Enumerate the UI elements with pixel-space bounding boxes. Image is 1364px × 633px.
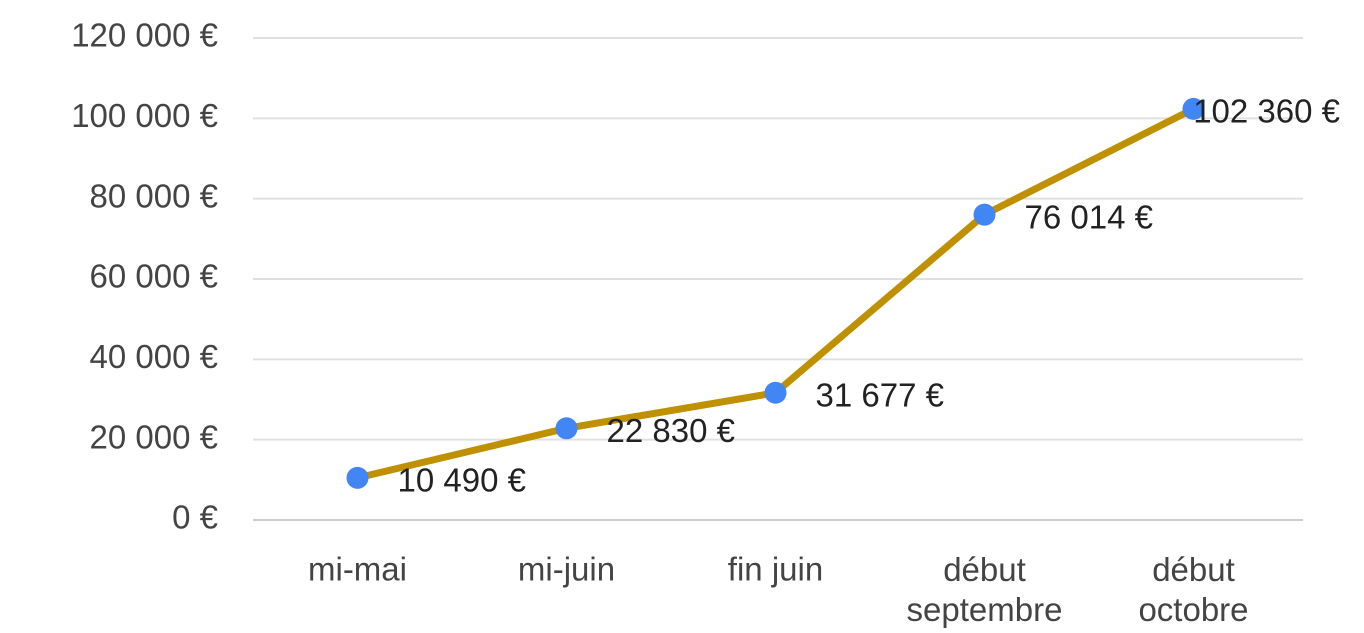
x-tick-label: début septembre — [907, 551, 1063, 628]
point — [764, 381, 787, 404]
x-tick-label: mi-juin — [518, 551, 615, 588]
point — [973, 203, 996, 226]
y-tick-label: 40 000 € — [90, 338, 218, 375]
data-label: 102 360 € — [1193, 93, 1340, 130]
y-tick-label: 120 000 € — [71, 17, 218, 54]
point — [1182, 97, 1205, 120]
y-tick-label: 60 000 € — [90, 258, 218, 295]
x-tick-label: début octobre — [1138, 551, 1248, 628]
x-tick-label: fin juin — [728, 551, 823, 588]
y-tick-label: 20 000 € — [90, 418, 218, 455]
data-label: 22 830 € — [607, 412, 735, 449]
y-tick-label: 100 000 € — [71, 97, 218, 134]
x-tick-label: mi-mai — [308, 551, 407, 588]
point — [346, 466, 369, 489]
line — [356, 105, 1196, 482]
data-label: 76 014 € — [1025, 198, 1153, 235]
data-label: 31 677 € — [816, 376, 944, 413]
y-tick-label: 0 € — [172, 499, 218, 536]
data-label: 10 490 € — [398, 462, 526, 499]
point — [555, 417, 578, 440]
y-tick-label: 80 000 € — [90, 177, 218, 214]
